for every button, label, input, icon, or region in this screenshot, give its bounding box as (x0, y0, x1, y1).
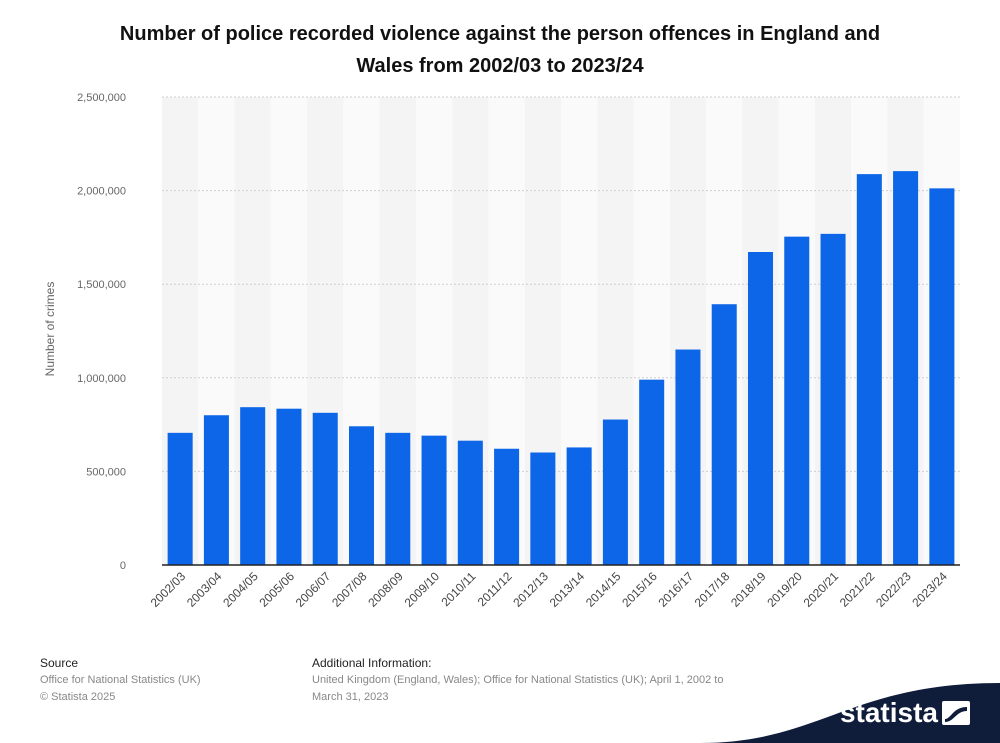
x-tick-label: 2022/23 (873, 569, 914, 610)
x-tick-label: 2012/13 (510, 569, 551, 610)
x-tick-label: 2011/12 (475, 569, 515, 609)
bar[interactable] (457, 440, 483, 565)
y-axis-label: Number of crimes (43, 282, 57, 377)
bar[interactable] (348, 426, 375, 565)
x-tick-label: 2006/07 (293, 569, 334, 610)
x-tick-label: 2021/22 (837, 569, 878, 610)
x-tick-label: 2008/09 (365, 569, 406, 610)
chart-title: Number of police recorded violence again… (119, 23, 881, 77)
bar[interactable] (602, 419, 628, 565)
x-tick-label: 2002/03 (148, 569, 189, 610)
brand-background (700, 683, 1000, 743)
bar[interactable] (929, 188, 955, 565)
x-tick-label: 2016/17 (655, 569, 696, 610)
x-tick-label: 2023/24 (909, 569, 950, 610)
bar[interactable] (276, 408, 302, 565)
bar[interactable] (494, 448, 520, 565)
x-tick-label: 2003/04 (184, 569, 225, 610)
x-tick-label: 2018/19 (728, 569, 769, 610)
x-tick-label: 2013/14 (547, 569, 588, 610)
bar[interactable] (856, 174, 882, 565)
x-tick-label: 2005/06 (256, 569, 297, 610)
bar[interactable] (167, 432, 193, 565)
bar[interactable] (675, 349, 701, 565)
bar-chart: 0 500,000 1,000,000 1,500,000 2,000,000 2,500… (43, 92, 960, 610)
y-axis-ticks: 0 500,000 1,000,000 1,500,000 2,000,000 2,500… (77, 92, 126, 572)
bar[interactable] (240, 407, 266, 565)
y-tick-label: 1,500,000 (77, 279, 126, 291)
bars (167, 171, 955, 566)
bar[interactable] (385, 432, 411, 565)
bar[interactable] (893, 171, 919, 565)
source-line-2: © Statista 2025 (40, 691, 116, 703)
x-tick-label: 2004/05 (220, 569, 261, 610)
statista-wordmark: statista (839, 697, 938, 728)
bar[interactable] (639, 379, 665, 565)
bar[interactable] (784, 236, 810, 566)
y-tick-label: 2,500,000 (77, 92, 126, 104)
x-tick-label: 2020/21 (801, 569, 842, 610)
x-tick-label: 2014/15 (583, 569, 624, 610)
bar[interactable] (421, 435, 447, 565)
bar[interactable] (530, 452, 556, 565)
source-label: Source (40, 656, 79, 670)
bar[interactable] (747, 252, 774, 566)
source-line-1[interactable]: Office for National Statistics (UK) (40, 674, 201, 686)
additional-info-label: Additional Information: (312, 656, 432, 670)
bar[interactable] (312, 412, 338, 565)
y-tick-label: 2,000,000 (77, 186, 126, 198)
y-tick-label: 1,000,000 (77, 373, 126, 385)
x-axis-ticks: 2002/032003/042004/052005/062006/072007/… (148, 569, 951, 610)
additional-info-section: Additional Information: United Kingdom (… (312, 655, 732, 706)
x-tick-label: 2010/11 (438, 569, 478, 609)
statista-brand[interactable]: statista (700, 683, 1000, 743)
x-tick-label: 2015/16 (619, 569, 660, 610)
source-section: Source Office for National Statistics (U… (40, 655, 201, 706)
y-tick-label: 0 (120, 560, 126, 572)
bar[interactable] (566, 447, 592, 565)
x-tick-label: 2009/10 (402, 569, 443, 610)
y-tick-label: 500,000 (86, 466, 126, 478)
bar[interactable] (711, 304, 737, 565)
bar[interactable] (203, 415, 229, 565)
additional-info-text: United Kingdom (England, Wales); Office … (312, 674, 724, 703)
statista-logo-icon (942, 701, 970, 725)
bar[interactable] (820, 233, 846, 565)
x-tick-label: 2017/18 (692, 569, 733, 610)
x-tick-label: 2019/20 (764, 569, 805, 610)
x-tick-label: 2007/08 (329, 569, 370, 610)
